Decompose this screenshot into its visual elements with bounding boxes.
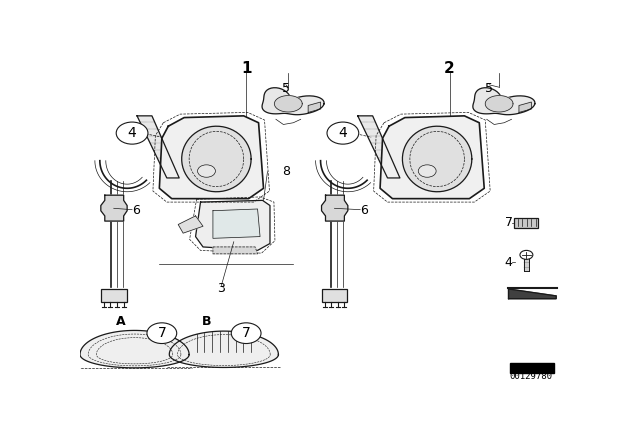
Text: 4: 4 [504,256,513,269]
Polygon shape [380,116,484,198]
Text: 1: 1 [241,61,252,76]
FancyBboxPatch shape [515,218,538,228]
Polygon shape [358,116,400,178]
Polygon shape [321,195,348,221]
Polygon shape [213,247,257,254]
Text: 6: 6 [132,204,140,217]
Circle shape [520,250,533,259]
Polygon shape [403,126,472,192]
Polygon shape [262,88,324,115]
Text: B: B [202,314,211,327]
Polygon shape [170,331,278,367]
Text: 6: 6 [360,204,368,217]
Polygon shape [275,95,302,112]
FancyBboxPatch shape [101,289,127,302]
Polygon shape [519,102,531,112]
Text: 5: 5 [485,82,493,95]
Polygon shape [308,102,321,112]
Text: 7: 7 [157,326,166,340]
Text: 7: 7 [242,326,250,340]
Polygon shape [213,209,260,238]
Polygon shape [182,126,251,192]
Circle shape [231,323,261,344]
Circle shape [116,122,148,144]
Circle shape [198,165,216,177]
Text: 4: 4 [128,126,136,140]
Circle shape [327,122,359,144]
Text: 3: 3 [218,282,225,295]
Polygon shape [101,195,127,221]
Polygon shape [80,331,189,368]
Polygon shape [196,200,270,250]
Text: 5: 5 [282,82,290,95]
Polygon shape [485,95,513,112]
Polygon shape [137,116,179,178]
Text: A: A [116,314,126,327]
FancyBboxPatch shape [321,289,348,302]
Polygon shape [178,216,203,233]
Text: 00129780: 00129780 [510,372,553,381]
Text: 7: 7 [504,216,513,229]
Circle shape [419,165,436,177]
Polygon shape [159,116,264,198]
Text: 8: 8 [282,164,290,177]
Text: 2: 2 [444,61,455,76]
Text: 4: 4 [339,126,348,140]
Polygon shape [473,88,535,115]
Bar [509,363,554,373]
Circle shape [147,323,177,344]
Polygon shape [509,289,556,299]
